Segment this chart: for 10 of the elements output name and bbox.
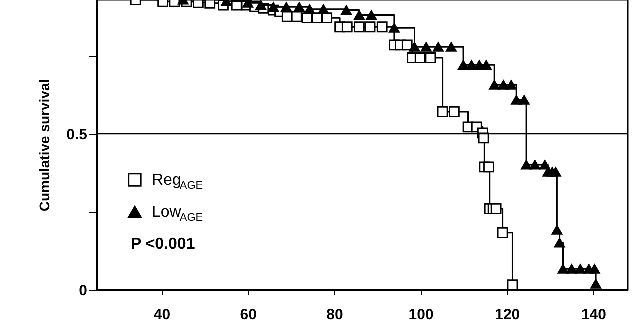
x-tick-label: 100: [408, 306, 434, 324]
x-tick-label: 140: [581, 306, 606, 324]
x-tick-label: 60: [240, 306, 257, 324]
x-tick-label: 120: [495, 306, 520, 324]
y-axis-title: Cumulative survival: [36, 79, 53, 212]
y-tick-label: 0.5: [66, 126, 88, 144]
x-tick-label: 80: [326, 306, 344, 324]
x-tick-label: 40: [154, 306, 171, 324]
y-tick-label: 0: [79, 282, 88, 300]
annotation: P <0.001: [131, 236, 196, 253]
